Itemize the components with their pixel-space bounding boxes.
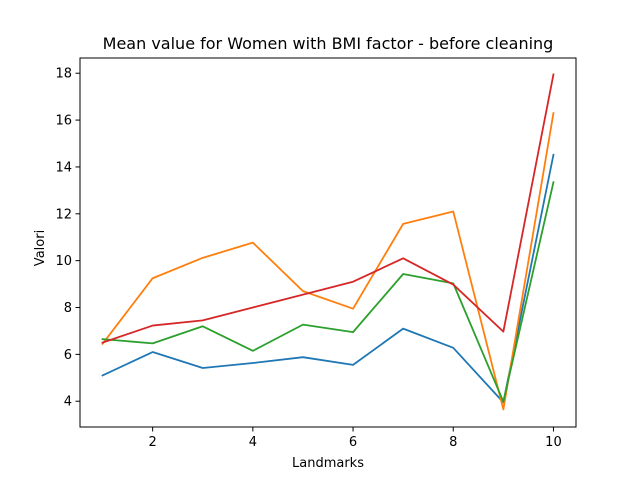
x-tick-label: 10 <box>545 435 562 450</box>
y-tick-label: 12 <box>55 207 72 222</box>
x-tick-label: 4 <box>249 435 257 450</box>
y-tick-label: 10 <box>55 254 72 269</box>
y-tick-label: 14 <box>55 160 72 175</box>
x-tick-label: 2 <box>149 435 157 450</box>
x-axis-label: Landmarks <box>292 456 364 471</box>
x-tick-label: 8 <box>449 435 457 450</box>
y-tick-label: 4 <box>64 395 72 410</box>
y-axis-label: Valori <box>33 230 48 266</box>
y-tick-label: 6 <box>64 348 72 363</box>
series-layer <box>101 73 555 411</box>
y-tick-label: 8 <box>64 301 72 316</box>
series-line-2 <box>101 112 555 411</box>
series-line-1 <box>101 153 555 404</box>
y-tick-label: 16 <box>55 114 72 129</box>
plot-frame <box>79 57 577 428</box>
series-line-3 <box>101 181 555 403</box>
x-tick-label: 6 <box>349 435 357 450</box>
axes-layer: 2 4 6 8 10 4 6 8 10 12 14 16 18 <box>55 57 577 450</box>
series-line-4 <box>101 73 555 344</box>
y-tick-label: 18 <box>55 67 72 82</box>
chart-title: Mean value for Women with BMI factor - b… <box>103 34 554 53</box>
